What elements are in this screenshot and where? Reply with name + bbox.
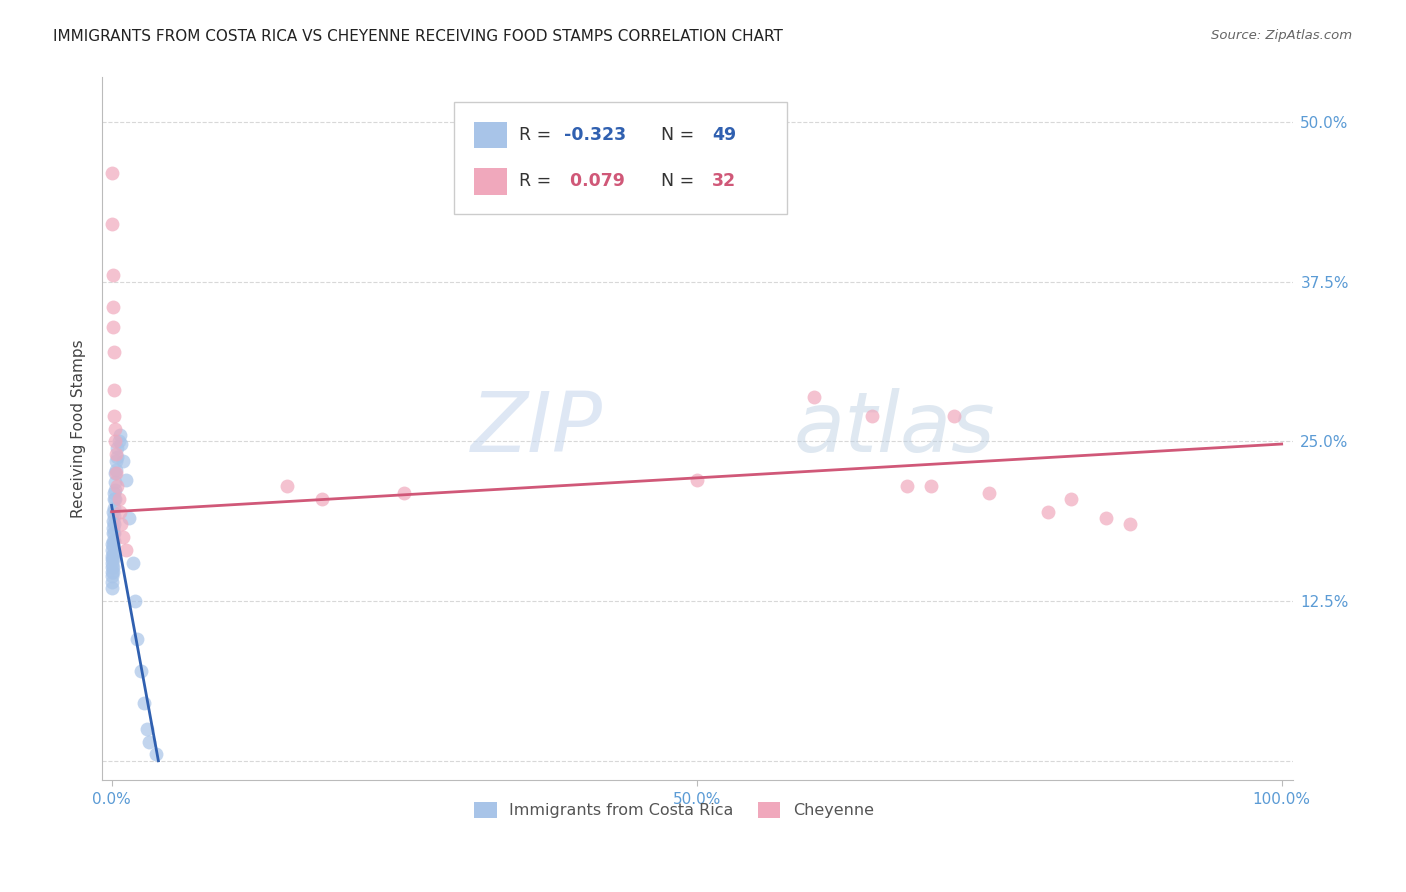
Point — [101, 547, 124, 561]
Text: ZIP: ZIP — [471, 388, 603, 469]
Point — [860, 409, 883, 423]
Point — [103, 517, 125, 532]
Point — [104, 491, 127, 506]
Point — [100, 582, 122, 596]
Point — [101, 534, 124, 549]
Point — [107, 434, 129, 449]
Point — [685, 473, 707, 487]
Point — [114, 473, 136, 487]
Text: R =: R = — [519, 126, 557, 144]
Point — [129, 665, 152, 679]
Point — [114, 543, 136, 558]
Point — [121, 556, 143, 570]
Point — [100, 166, 122, 180]
Point — [104, 467, 127, 481]
Point — [112, 530, 135, 544]
Point — [392, 485, 415, 500]
Point — [104, 434, 127, 449]
Point — [135, 722, 157, 736]
Point — [1036, 505, 1059, 519]
Legend: Immigrants from Costa Rica, Cheyenne: Immigrants from Costa Rica, Cheyenne — [468, 796, 880, 825]
Point — [110, 437, 132, 451]
Text: Source: ZipAtlas.com: Source: ZipAtlas.com — [1212, 29, 1353, 42]
Point — [103, 500, 125, 515]
Point — [100, 556, 122, 570]
Point — [276, 479, 298, 493]
Point — [103, 345, 125, 359]
Point — [103, 485, 125, 500]
Point — [100, 536, 122, 550]
Point — [101, 559, 124, 574]
Point — [101, 268, 124, 283]
Point — [101, 514, 124, 528]
Point — [100, 549, 122, 564]
Point — [100, 552, 122, 566]
Point — [101, 301, 124, 315]
Point — [100, 574, 122, 589]
Point — [105, 462, 128, 476]
Point — [104, 422, 127, 436]
Bar — [474, 168, 508, 194]
Point — [100, 543, 122, 558]
Point — [108, 428, 131, 442]
Point — [100, 217, 122, 231]
Text: IMMIGRANTS FROM COSTA RICA VS CHEYENNE RECEIVING FOOD STAMPS CORRELATION CHART: IMMIGRANTS FROM COSTA RICA VS CHEYENNE R… — [53, 29, 783, 44]
Point — [107, 491, 129, 506]
Point — [103, 508, 125, 523]
Point — [103, 384, 125, 398]
Point — [101, 539, 124, 553]
Point — [103, 526, 125, 541]
Point — [110, 517, 132, 532]
Point — [979, 485, 1001, 500]
Point — [101, 505, 124, 519]
Text: N =: N = — [650, 172, 700, 190]
Point — [100, 568, 122, 582]
Point — [100, 565, 122, 579]
Point — [101, 526, 124, 541]
Point — [803, 390, 825, 404]
Point — [145, 747, 167, 762]
Text: R =: R = — [519, 172, 557, 190]
Text: atlas: atlas — [793, 388, 994, 469]
FancyBboxPatch shape — [454, 102, 787, 214]
Point — [943, 409, 966, 423]
Point — [103, 409, 125, 423]
Point — [134, 696, 156, 710]
Bar — [474, 121, 508, 148]
Point — [101, 565, 124, 579]
Point — [1095, 511, 1118, 525]
Point — [101, 521, 124, 535]
Point — [108, 505, 131, 519]
Point — [127, 632, 149, 647]
Point — [104, 483, 127, 497]
Point — [100, 559, 122, 574]
Point — [138, 734, 160, 748]
Text: 32: 32 — [711, 172, 737, 190]
Text: -0.323: -0.323 — [564, 126, 627, 144]
Point — [118, 511, 141, 525]
Text: 49: 49 — [711, 126, 737, 144]
Point — [103, 491, 125, 506]
Y-axis label: Receiving Food Stamps: Receiving Food Stamps — [72, 339, 86, 518]
Point — [101, 552, 124, 566]
Point — [107, 479, 129, 493]
Point — [920, 479, 942, 493]
Point — [124, 594, 146, 608]
Point — [311, 491, 333, 506]
Point — [105, 447, 128, 461]
Text: 0.079: 0.079 — [564, 172, 626, 190]
Point — [107, 441, 129, 455]
Point — [1060, 491, 1083, 506]
Point — [112, 453, 135, 467]
Point — [101, 319, 124, 334]
Point — [896, 479, 918, 493]
Text: N =: N = — [650, 126, 700, 144]
Point — [105, 467, 128, 481]
Point — [1118, 517, 1140, 532]
Point — [107, 450, 129, 464]
Point — [105, 453, 128, 467]
Point — [103, 534, 125, 549]
Point — [104, 475, 127, 490]
